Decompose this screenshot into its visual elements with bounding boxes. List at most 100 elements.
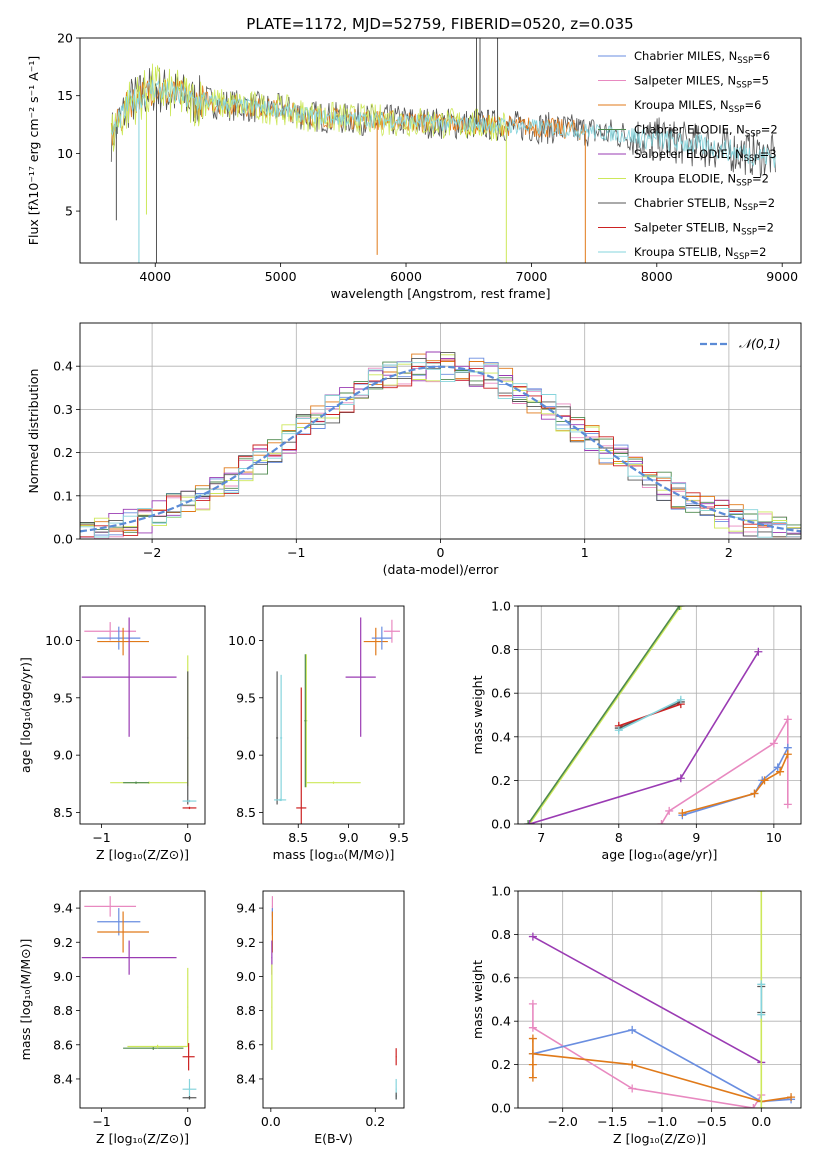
y-axis-label: mass [log₁₀(M/M⊙)]: [18, 939, 33, 1061]
x-tick-label: 0: [437, 545, 445, 560]
y-tick-label: 9.2: [236, 935, 256, 950]
y-tick-label: 0.2: [53, 445, 73, 460]
axes-frame: [262, 890, 405, 1109]
y-axis-label: age [log₁₀(age/yr)]: [18, 657, 33, 773]
y-tick-label: 0.4: [491, 729, 511, 744]
legend-entry: Kroupa STELIB, NSSP=2: [634, 245, 766, 262]
y-tick-label: 9.0: [236, 969, 256, 984]
series-line: [528, 606, 682, 824]
x-axis-label: Z [log₁₀(Z/Z⊙)]: [96, 847, 189, 862]
y-axis-label: mass weight: [470, 675, 485, 754]
legend-subscript: SSP: [736, 179, 752, 189]
legend-tail: =2: [757, 221, 774, 235]
legend-subscript: SSP: [737, 56, 753, 66]
y-tick-label: 8.6: [236, 1037, 256, 1052]
plot-area: [110, 38, 776, 263]
y-tick-label: 0.6: [491, 970, 511, 985]
x-tick-label: 8: [615, 830, 623, 845]
data-point-marker: [760, 776, 769, 785]
axes-frame: [79, 322, 802, 540]
panels: 4000 5000 6000 7000 8000 90005101520wavelengt…: [18, 31, 802, 1146]
series-line: [682, 753, 789, 814]
y-tick-label: 0.4: [53, 359, 73, 374]
data-point-marker: [676, 774, 685, 783]
series-line: [660, 716, 789, 824]
legend-tail: =2: [761, 123, 778, 137]
legend-tail: =2: [758, 196, 775, 210]
y-tick-label: 9.0: [53, 748, 73, 763]
x-tick-label: −1: [287, 545, 305, 560]
data-point-marker: [525, 820, 534, 824]
data-point-marker: [757, 891, 766, 895]
legend-entry: Chabrier ELODIE, NSSP=2: [634, 123, 778, 140]
x-tick-label: 0: [184, 1114, 192, 1129]
x-tick-label: 9.5: [389, 830, 409, 845]
y-tick-label: 1.0: [491, 599, 511, 614]
y-tick-label: 8.4: [53, 1071, 73, 1086]
data-point-marker: [528, 1023, 537, 1032]
x-tick-label: 0.0: [751, 1114, 771, 1129]
y-tick-label: 0.6: [491, 686, 511, 701]
y-tick-label: 10.0: [228, 633, 256, 648]
x-axis-label: age [log₁₀(age/yr)]: [602, 847, 718, 862]
x-tick-label: −2: [143, 545, 161, 560]
data-point-marker: [676, 695, 685, 704]
axes-frame: [79, 605, 206, 825]
data-point-marker: [769, 739, 778, 748]
x-axis-label: wavelength [Angstrom, rest frame]: [330, 286, 550, 301]
panel-age_vs_mass: 8.5 9.0 9.5 8.5 9.0 9.5 10.0 mass [log₁₀(M/M⊙)]: [228, 605, 409, 862]
x-tick-label: 0: [184, 830, 192, 845]
x-tick-label: 5000: [265, 269, 297, 284]
x-tick-label: 4000: [139, 269, 171, 284]
spectrum-line: [110, 79, 776, 168]
data-point-marker: [783, 800, 792, 809]
x-tick-label: 0.2: [365, 1114, 385, 1129]
y-tick-label: 8.5: [53, 805, 73, 820]
plot-area: [80, 351, 801, 539]
y-tick-label: 0.8: [491, 927, 511, 942]
y-tick-label: 5: [65, 204, 73, 219]
y-tick-label: 8.8: [53, 1003, 73, 1018]
y-tick-label: 0.0: [491, 1101, 511, 1116]
y-tick-label: 0.4: [491, 1014, 511, 1029]
data-point-marker: [750, 789, 759, 798]
panel-age_vs_Z: −1 0 8.5 9.0 9.5 10.0 Z [log₁₀(Z/Z⊙)] age [log₁…: [18, 605, 206, 862]
y-tick-label: 0.3: [53, 402, 73, 417]
legend-subscript: SSP: [734, 252, 750, 262]
data-point-marker: [614, 726, 623, 735]
data-point-marker: [676, 606, 685, 610]
y-tick-label: 9.0: [53, 969, 73, 984]
data-point-marker: [528, 932, 537, 941]
x-tick-label: −2.0: [548, 1114, 578, 1129]
x-tick-label: 8000: [641, 269, 673, 284]
data-point-marker: [628, 1084, 637, 1093]
data-point-marker: [528, 1049, 537, 1058]
legend-tail: =2: [749, 245, 766, 259]
x-axis-label: E(B-V): [314, 1131, 353, 1146]
plot-area: [81, 617, 197, 810]
y-axis-label: Normed distribution: [26, 369, 41, 494]
plot-area: [528, 891, 796, 1108]
y-tick-label: 8.8: [236, 1003, 256, 1018]
plot-area: [524, 606, 792, 824]
y-tick-label: 9.5: [53, 690, 73, 705]
legend-entry: Salpeter MILES, NSSP=5: [634, 74, 769, 91]
spectrum-line: [110, 63, 506, 152]
x-tick-label: 10: [766, 830, 782, 845]
panel-mass_vs_ebv: 0.0 0.2 8.4 8.6 8.8 9.0 9.2 9.4 E(B-V): [236, 890, 405, 1146]
axes-frame: [79, 37, 802, 264]
panel-weight_vs_Z: −2.0 −1.5 −1.0 −0.5 0.0 0.0 0.2 0.4 0.6 0.8 1.0 Z […: [470, 884, 802, 1146]
legend-entry: Salpeter STELIB, NSSP=2: [634, 221, 774, 238]
legend-subscript: SSP: [729, 105, 745, 115]
x-tick-label: −1.5: [597, 1114, 627, 1129]
axes-frame: [517, 890, 802, 1109]
y-tick-label: 15: [57, 88, 73, 103]
legend-subscript: SSP: [745, 130, 761, 140]
axes-frame: [517, 605, 802, 825]
data-point-marker: [524, 820, 533, 824]
y-tick-label: 10: [57, 146, 73, 161]
x-tick-label: 9.0: [339, 830, 359, 845]
panel-mass_vs_Z: −1 0 8.4 8.6 8.8 9.0 9.2 9.4 Z [log₁₀(Z/Z⊙)] mass…: [18, 890, 206, 1146]
legend-entry: Salpeter ELODIE, NSSP=3: [634, 147, 777, 164]
